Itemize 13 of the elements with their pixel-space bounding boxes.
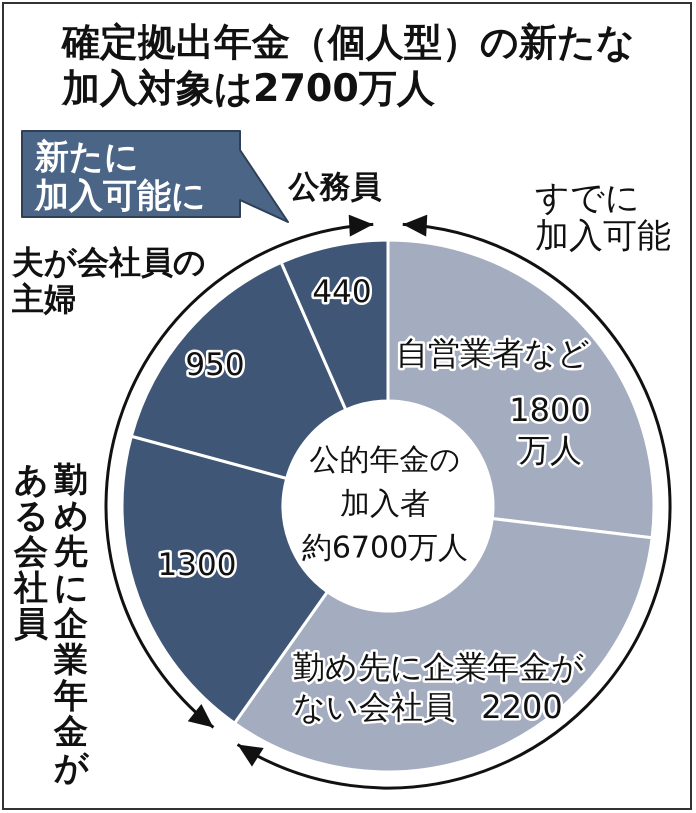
data-label: 1800万人	[509, 391, 591, 469]
slice-label: 自営業者など	[396, 334, 590, 372]
text: すでに加入可能	[535, 178, 671, 256]
data-label: 2200	[481, 688, 563, 726]
slice-label: 夫が会社員の主婦	[11, 243, 206, 318]
slice-label: 公務員	[288, 169, 382, 205]
data-label: 1300	[158, 547, 236, 583]
data-label: 950	[185, 347, 245, 383]
text: 公的年金の加入者約6700万人	[302, 442, 468, 566]
data-label: 440	[312, 274, 372, 310]
text: 新たに加入可能に	[34, 137, 206, 216]
category-label: 勤め先に企業年金がある会社員	[14, 461, 89, 788]
chart-title: 確定拠出年金（個人型）の新たな加入対象は2700万人	[60, 20, 635, 110]
